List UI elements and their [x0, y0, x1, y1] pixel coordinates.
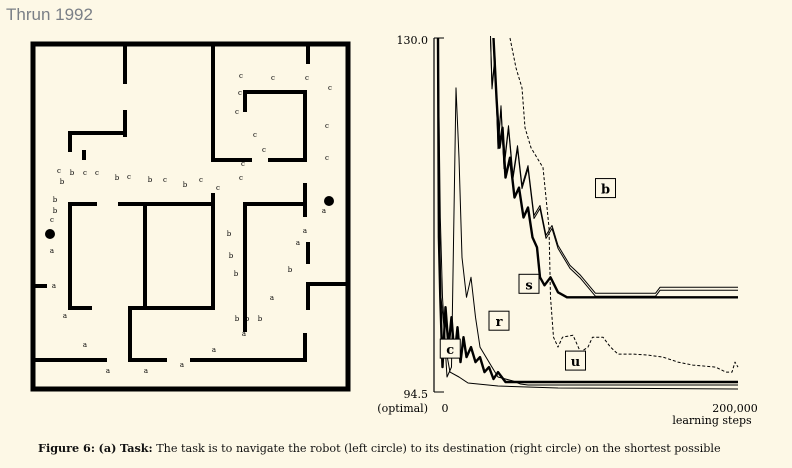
trail-mark-c: c: [253, 131, 257, 139]
series-box-label-r: r: [488, 310, 510, 331]
caption-text: The task is to navigate the robot (left …: [156, 442, 721, 455]
series-line-s: [492, 37, 738, 299]
trail-mark-a: a: [52, 282, 56, 290]
figure-caption: Figure 6: (a) Task: The task is to navig…: [38, 441, 778, 455]
trail-mark-a: a: [144, 367, 148, 375]
trail-mark-a: a: [212, 346, 216, 354]
trail-mark-c: c: [95, 169, 99, 177]
trail-mark-a: a: [63, 312, 67, 320]
trail-mark-b: b: [234, 270, 239, 278]
trail-mark-c: c: [83, 169, 87, 177]
series-box-label-s: s: [518, 273, 540, 294]
trail-mark-a: a: [83, 341, 87, 349]
series-box-labels: b s r u c: [439, 178, 616, 371]
y-tick-label-bottom: 94.5: [404, 388, 429, 401]
x-tick-label-right: 200,000: [712, 402, 758, 415]
trail-mark-a: a: [106, 367, 110, 375]
trail-mark-c: c: [235, 108, 239, 116]
series-box-label-c: c: [439, 338, 461, 359]
goal-marker: [324, 196, 334, 206]
trail-mark-b: b: [115, 174, 120, 182]
series-line-c: [436, 37, 738, 384]
caption-task-label: Task:: [119, 441, 153, 455]
trail-mark-c: c: [241, 160, 245, 168]
series-box-label-b: b: [595, 178, 616, 199]
trail-mark-b: b: [148, 176, 153, 184]
trail-mark-c: c: [325, 154, 329, 162]
trail-mark-b: b: [227, 230, 232, 238]
robot-start-marker: [45, 229, 55, 239]
caption-part-label: (a): [98, 441, 117, 455]
trail-mark-b: b: [183, 181, 188, 189]
trail-mark-c: c: [239, 174, 243, 182]
trail-mark-a: a: [303, 227, 307, 235]
x-tick-label-left: 0: [442, 402, 449, 415]
slide-title: Thrun 1992: [6, 5, 93, 24]
trail-mark-c: c: [50, 216, 54, 224]
trail-mark-c: c: [238, 89, 242, 97]
trail-mark-c: c: [325, 122, 329, 130]
maze-inner-walls: [35, 42, 346, 362]
trail-mark-c: c: [239, 72, 243, 80]
trail-mark-c: c: [57, 167, 61, 175]
series-layer: [436, 35, 739, 390]
trail-mark-b: b: [258, 315, 263, 323]
y-tick-label-top: 130.0: [397, 34, 429, 47]
trail-mark-c: c: [262, 146, 266, 154]
trail-mark-a: a: [270, 294, 274, 302]
svg-text:b: b: [601, 183, 610, 198]
trail-mark-a: a: [180, 361, 184, 369]
series-box-label-u: u: [565, 350, 586, 371]
svg-text:c: c: [446, 343, 454, 358]
series-line-r: [437, 37, 738, 386]
trail-mark-c: c: [305, 74, 309, 82]
y-tick-note: (optimal): [377, 402, 428, 415]
trail-mark-a: a: [322, 207, 326, 215]
trail-mark-b: b: [53, 207, 58, 215]
trail-mark-b: b: [288, 266, 293, 274]
trail-mark-a: a: [296, 239, 300, 247]
learning-curve-chart: 130.0 94.5 (optimal) 0 200,000 learning …: [377, 34, 758, 427]
trail-mark-b: b: [229, 252, 234, 260]
trail-mark-c: c: [216, 184, 220, 192]
trail-mark-b: b: [70, 169, 75, 177]
series-line-u: [509, 37, 739, 373]
maze-outer-wall: [30, 41, 351, 392]
trail-mark-c: c: [328, 84, 332, 92]
trail-mark-b: b: [245, 315, 250, 323]
trail-mark-b: b: [53, 196, 58, 204]
x-axis-label: learning steps: [672, 414, 752, 427]
trail-mark-a: a: [242, 330, 246, 338]
series-line-unlabeled-5: [437, 37, 739, 390]
trail-mark-b: b: [235, 315, 240, 323]
series-line-b: [490, 35, 738, 294]
trail-mark-c: c: [199, 176, 203, 184]
svg-text:s: s: [525, 278, 532, 293]
trail-mark-a: a: [50, 247, 54, 255]
trail-mark-c: c: [127, 173, 131, 181]
trail-mark-c: c: [271, 74, 275, 82]
svg-text:u: u: [571, 355, 580, 370]
caption-figure-label: Figure 6:: [38, 441, 95, 455]
trail-mark-b: b: [60, 178, 65, 186]
trail-mark-c: c: [163, 176, 167, 184]
svg-text:r: r: [496, 315, 503, 330]
